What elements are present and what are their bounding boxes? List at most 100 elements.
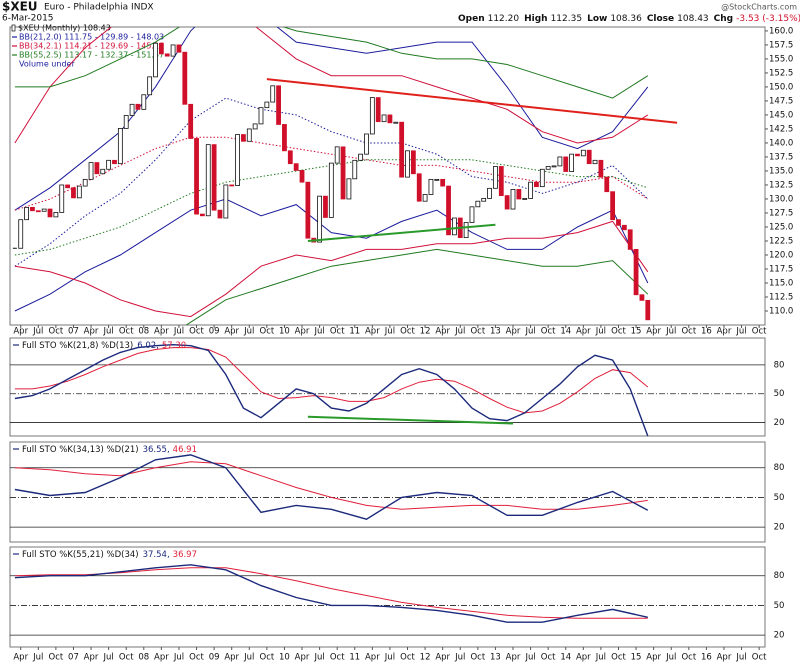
trendline (266, 78, 678, 124)
x-tick-label: 07 (68, 327, 79, 337)
candle (194, 138, 199, 215)
candle (153, 42, 158, 78)
x-tick-label: Oct (681, 653, 696, 663)
indicator-panel (9, 546, 766, 648)
y-tick-label: 115.0 (769, 278, 793, 288)
candle (621, 224, 627, 231)
x-tick-label: 12 (420, 653, 431, 663)
candle (176, 44, 182, 53)
slow-line (14, 567, 648, 619)
x-tick-label: Jul (735, 653, 746, 663)
candle (639, 294, 645, 301)
panel-legend: Full STO %K(21,8) %D(13) 6.02, 57.30 (22, 341, 186, 351)
quote-line: Open 112.20 High 112.35 Low 108.36 Close 108.43… (458, 14, 800, 24)
candle (30, 206, 35, 212)
y-tick-label: 147.5 (769, 96, 793, 106)
x-tick-label: 11 (349, 327, 360, 337)
candle (158, 42, 164, 55)
candle (246, 128, 252, 142)
legend-entry: BB(55,2.5) 113.17 - 132.37 - 151.57 (19, 51, 164, 60)
candle (53, 212, 59, 218)
x-tick-label: Oct (400, 327, 415, 337)
x-tick-label: Jul (102, 653, 113, 663)
x-tick-label: 08 (138, 653, 149, 663)
y-tick-label: 140.0 (769, 138, 793, 148)
candle (352, 159, 358, 180)
x-tick-label: Jul (313, 327, 324, 337)
quote-label: High (524, 14, 547, 24)
x-tick-label: Apr (576, 327, 591, 337)
candle (592, 159, 598, 165)
candle (76, 185, 82, 199)
candle (293, 163, 299, 171)
candle (557, 156, 563, 167)
x-tick-label: Apr (295, 653, 310, 663)
candle (94, 162, 100, 175)
candle (287, 150, 293, 165)
y-tick-label: 142.5 (769, 124, 793, 134)
x-tick-label: Apr (154, 653, 169, 663)
x-tick-label: Jul (524, 327, 535, 337)
candle (35, 210, 41, 213)
quote-value: 108.43 (677, 14, 709, 24)
x-tick-label: 15 (631, 653, 642, 663)
candle (358, 153, 364, 161)
fast-line (14, 343, 649, 436)
candle (65, 184, 71, 189)
indicator-value: 46.91 (173, 445, 197, 455)
candle (18, 219, 24, 249)
candle (41, 208, 47, 212)
x-tick-label: Oct (681, 327, 696, 337)
candle (428, 178, 434, 195)
candle (610, 191, 616, 221)
x-tick-label: 08 (138, 327, 149, 337)
candle (129, 103, 135, 116)
x-tick-label: Oct (752, 327, 767, 337)
candle (205, 144, 211, 217)
fast-line (14, 564, 648, 623)
chart-date: 6-Mar-2015 (2, 14, 54, 24)
y-tick-label: 135.0 (769, 166, 793, 176)
legend-entry: $XEU (Monthly) 108.43 (18, 24, 111, 33)
candle (188, 103, 194, 139)
candle (199, 213, 205, 217)
candle (534, 181, 539, 188)
candle (164, 53, 170, 57)
candle (299, 169, 305, 183)
y-tick-label: 80 (774, 571, 785, 581)
x-tick-label: Apr (717, 653, 732, 663)
y-tick-label: 20 (774, 418, 785, 428)
candle (604, 176, 610, 193)
x-tick-label: Jul (454, 327, 465, 337)
y-tick-label: 127.5 (769, 208, 793, 218)
candle (440, 178, 446, 187)
indicator-name: Full STO %K(21,8) %D(13) (22, 341, 133, 351)
bollinger-band (14, 198, 649, 312)
x-tick-label: Jul (524, 653, 535, 663)
y-tick-label: 80 (774, 360, 785, 370)
candle (141, 94, 147, 110)
x-tick-label: 14 (560, 327, 571, 337)
candle (487, 187, 492, 199)
candle (88, 162, 94, 180)
candle (475, 200, 481, 208)
indicator-value: 57.30 (162, 341, 186, 351)
candle (410, 150, 416, 175)
bollinger-band (14, 97, 649, 267)
candle (381, 114, 387, 123)
x-tick-label: Oct (752, 653, 767, 663)
indicator-value: 37.54, (143, 550, 170, 560)
y-tick-label: 155.0 (769, 54, 793, 64)
candle (586, 149, 592, 165)
x-tick-label: Apr (365, 653, 380, 663)
bollinger-band (14, 220, 649, 318)
candle (504, 195, 510, 210)
candle (563, 156, 569, 172)
bollinger-band (14, 136, 649, 211)
candle (516, 189, 522, 200)
indicator-name: Full STO %K(55,21) %D(34) (22, 550, 139, 560)
fast-line (14, 454, 649, 520)
x-tick-label: Oct (470, 653, 485, 663)
y-tick-label: 117.5 (769, 264, 793, 274)
